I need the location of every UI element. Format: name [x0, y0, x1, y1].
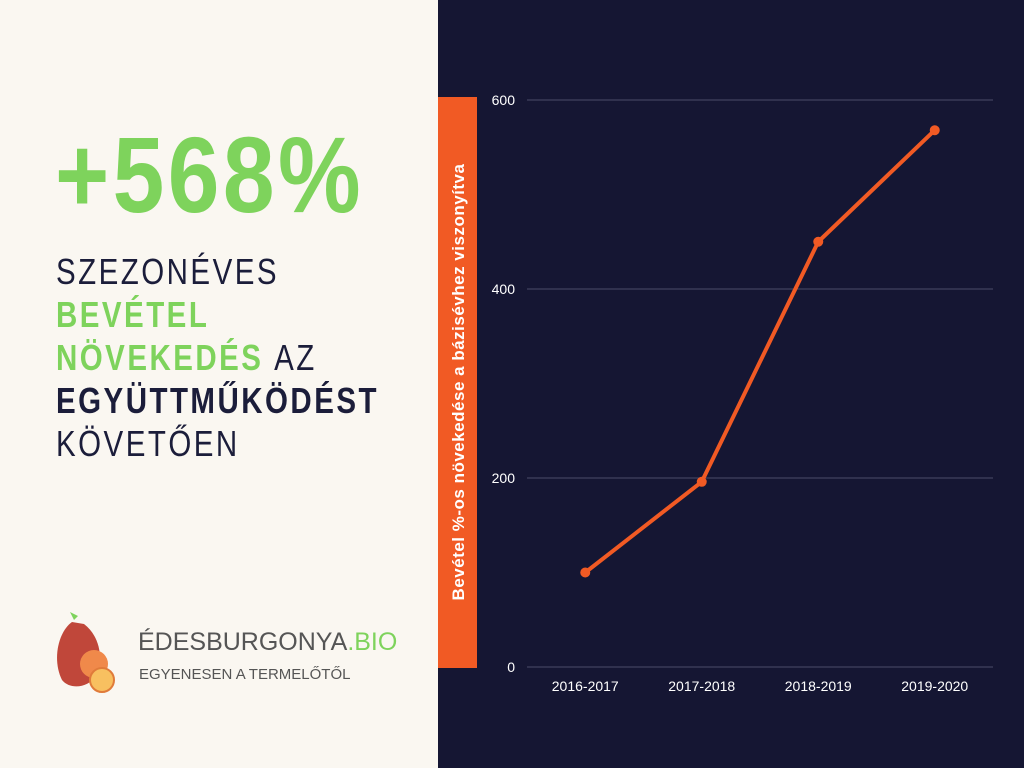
y-tick-label: 600 — [492, 92, 516, 108]
logo-icon — [57, 612, 115, 693]
line — [584, 128, 937, 575]
headline-line: SZEZONÉVES — [56, 251, 279, 291]
point — [580, 567, 591, 578]
y-tick-label: 0 — [507, 659, 515, 675]
headline-line: EGYÜTTMŰKÖDÉST — [56, 380, 379, 420]
logo-name-main: ÉDESBURGONYA — [138, 627, 348, 656]
headline-word: AZ — [274, 337, 317, 377]
headline-line: BEVÉTEL — [56, 294, 209, 334]
headline-line: KÖVETŐEN — [56, 423, 240, 463]
y-axis-label: Bevétel %-os növekedése a bázisévhez vis… — [449, 164, 468, 601]
big-stat: +568% — [55, 115, 364, 235]
point — [813, 236, 824, 247]
x-tick-label: 2017-2018 — [668, 678, 735, 694]
y-label-box — [438, 97, 477, 668]
logo-tld: .BIO — [347, 628, 397, 656]
point — [696, 476, 707, 487]
x-tick-label: 2016-2017 — [552, 678, 619, 694]
right-panel — [438, 0, 1024, 768]
headline-line: NÖVEKEDÉS AZ — [56, 337, 317, 377]
y-tick-label: 200 — [492, 470, 516, 486]
x-tick-label: 2019-2020 — [901, 678, 968, 694]
headline-word: NÖVEKEDÉS — [56, 337, 263, 377]
y-tick-label: 400 — [492, 281, 516, 297]
logo-tagline: EGYENESEN A TERMELŐTŐL — [139, 666, 350, 683]
logo-name: ÉDESBURGONYA.BIO — [138, 627, 397, 656]
point — [929, 125, 940, 136]
x-tick-label: 2018-2019 — [785, 678, 852, 694]
